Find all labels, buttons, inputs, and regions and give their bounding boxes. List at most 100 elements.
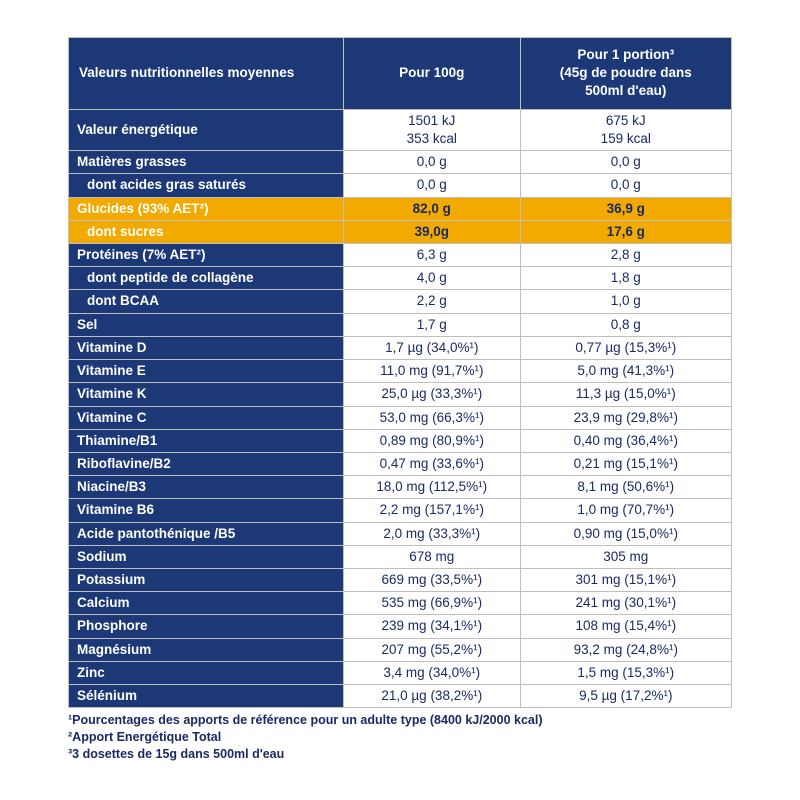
row-label: Thiamine/B1 bbox=[69, 429, 344, 452]
row-label: Riboflavine/B2 bbox=[69, 452, 344, 475]
row-label: Sélénium bbox=[69, 685, 344, 708]
table-row: Sodium678 mg305 mg bbox=[69, 545, 732, 568]
row-value-100g: 669 mg (33,5%¹) bbox=[344, 569, 521, 592]
row-value-100g: 1501 kJ353 kcal bbox=[344, 109, 521, 150]
table-row: dont acides gras saturés0,0 g0,0 g bbox=[69, 174, 732, 197]
table-row: Vitamine E11,0 mg (91,7%¹)5,0 mg (41,3%¹… bbox=[69, 360, 732, 383]
row-value-100g: 18,0 mg (112,5%¹) bbox=[344, 476, 521, 499]
row-value-100g: 53,0 mg (66,3%¹) bbox=[344, 406, 521, 429]
row-value-100g: 0,47 mg (33,6%¹) bbox=[344, 452, 521, 475]
row-value-100g: 207 mg (55,2%¹) bbox=[344, 638, 521, 661]
row-label: Calcium bbox=[69, 592, 344, 615]
col-header-portion-l3: 500ml d'eau) bbox=[585, 83, 666, 98]
row-value-100g: 2,0 mg (33,3%¹) bbox=[344, 522, 521, 545]
row-value-100g: 11,0 mg (91,7%¹) bbox=[344, 360, 521, 383]
row-label: Valeur énergétique bbox=[69, 109, 344, 150]
row-value-portion: 11,3 µg (15,0%¹) bbox=[520, 383, 731, 406]
row-value-100g: 6,3 g bbox=[344, 243, 521, 266]
row-value-100g: 0,89 mg (80,9%¹) bbox=[344, 429, 521, 452]
row-value-portion: 675 kJ159 kcal bbox=[520, 109, 731, 150]
row-label: Magnésium bbox=[69, 638, 344, 661]
row-value-100g: 25,0 µg (33,3%¹) bbox=[344, 383, 521, 406]
row-value-portion: 93,2 mg (24,8%¹) bbox=[520, 638, 731, 661]
table-row: Riboflavine/B20,47 mg (33,6%¹)0,21 mg (1… bbox=[69, 452, 732, 475]
row-label: dont acides gras saturés bbox=[69, 174, 344, 197]
col-header-portion: Pour 1 portion³ (45g de poudre dans 500m… bbox=[520, 38, 731, 110]
row-value-100g: 239 mg (34,1%¹) bbox=[344, 615, 521, 638]
row-label: Vitamine D bbox=[69, 336, 344, 359]
col-header-portion-l1: Pour 1 portion³ bbox=[577, 47, 674, 62]
row-value-100g: 0,0 g bbox=[344, 174, 521, 197]
table-row: Niacine/B318,0 mg (112,5%¹)8,1 mg (50,6%… bbox=[69, 476, 732, 499]
footnote-2: ²Apport Energétique Total bbox=[68, 729, 732, 746]
row-label: Vitamine B6 bbox=[69, 499, 344, 522]
row-value-100g: 2,2 mg (157,1%¹) bbox=[344, 499, 521, 522]
row-value-portion: 108 mg (15,4%¹) bbox=[520, 615, 731, 638]
table-body: Valeur énergétique1501 kJ353 kcal675 kJ1… bbox=[69, 109, 732, 708]
table-row: Calcium535 mg (66,9%¹)241 mg (30,1%¹) bbox=[69, 592, 732, 615]
row-label: Sodium bbox=[69, 545, 344, 568]
table-row: dont peptide de collagène4,0 g1,8 g bbox=[69, 267, 732, 290]
row-label: dont sucres bbox=[69, 220, 344, 243]
table-row: dont BCAA2,2 g1,0 g bbox=[69, 290, 732, 313]
row-value-portion: 1,0 mg (70,7%¹) bbox=[520, 499, 731, 522]
table-row: Thiamine/B10,89 mg (80,9%¹)0,40 mg (36,4… bbox=[69, 429, 732, 452]
footnote-3: ³3 dosettes de 15g dans 500ml d'eau bbox=[68, 746, 732, 763]
table-row: Acide pantothénique /B52,0 mg (33,3%¹)0,… bbox=[69, 522, 732, 545]
row-label: Vitamine E bbox=[69, 360, 344, 383]
row-value-portion: 8,1 mg (50,6%¹) bbox=[520, 476, 731, 499]
row-label: Zinc bbox=[69, 661, 344, 684]
table-header-row: Valeurs nutritionnelles moyennes Pour 10… bbox=[69, 38, 732, 110]
row-label: Glucides (93% AET²) bbox=[69, 197, 344, 220]
row-value-100g: 1,7 g bbox=[344, 313, 521, 336]
row-value-100g: 3,4 mg (34,0%¹) bbox=[344, 661, 521, 684]
row-label: dont BCAA bbox=[69, 290, 344, 313]
table-row: Vitamine C53,0 mg (66,3%¹)23,9 mg (29,8%… bbox=[69, 406, 732, 429]
row-value-portion: 0,8 g bbox=[520, 313, 731, 336]
col-header-portion-l2: (45g de poudre dans bbox=[560, 65, 692, 80]
row-value-portion: 0,90 mg (15,0%¹) bbox=[520, 522, 731, 545]
row-label: Vitamine C bbox=[69, 406, 344, 429]
row-value-portion: 1,8 g bbox=[520, 267, 731, 290]
row-label: Acide pantothénique /B5 bbox=[69, 522, 344, 545]
row-value-portion: 241 mg (30,1%¹) bbox=[520, 592, 731, 615]
row-value-portion: 0,21 mg (15,1%¹) bbox=[520, 452, 731, 475]
table-row: Magnésium207 mg (55,2%¹)93,2 mg (24,8%¹) bbox=[69, 638, 732, 661]
table-row: Zinc3,4 mg (34,0%¹)1,5 mg (15,3%¹) bbox=[69, 661, 732, 684]
col-header-label: Valeurs nutritionnelles moyennes bbox=[69, 38, 344, 110]
row-value-portion: 5,0 mg (41,3%¹) bbox=[520, 360, 731, 383]
nutrition-table-wrap: Valeurs nutritionnelles moyennes Pour 10… bbox=[68, 37, 732, 763]
row-value-portion: 0,40 mg (36,4%¹) bbox=[520, 429, 731, 452]
row-label: Potassium bbox=[69, 569, 344, 592]
row-label: Protéines (7% AET²) bbox=[69, 243, 344, 266]
row-value-100g: 535 mg (66,9%¹) bbox=[344, 592, 521, 615]
nutrition-table: Valeurs nutritionnelles moyennes Pour 10… bbox=[68, 37, 732, 708]
table-row: Glucides (93% AET²)82,0 g36,9 g bbox=[69, 197, 732, 220]
row-value-portion: 1,5 mg (15,3%¹) bbox=[520, 661, 731, 684]
row-value-100g: 39,0g bbox=[344, 220, 521, 243]
row-value-portion: 36,9 g bbox=[520, 197, 731, 220]
table-row: Matières grasses0,0 g0,0 g bbox=[69, 151, 732, 174]
table-row: Vitamine D1,7 µg (34,0%¹)0,77 µg (15,3%¹… bbox=[69, 336, 732, 359]
table-row: Sel1,7 g0,8 g bbox=[69, 313, 732, 336]
row-value-portion: 0,77 µg (15,3%¹) bbox=[520, 336, 731, 359]
row-label: Niacine/B3 bbox=[69, 476, 344, 499]
table-row: Potassium669 mg (33,5%¹)301 mg (15,1%¹) bbox=[69, 569, 732, 592]
row-value-portion: 0,0 g bbox=[520, 151, 731, 174]
row-label: dont peptide de collagène bbox=[69, 267, 344, 290]
row-value-100g: 678 mg bbox=[344, 545, 521, 568]
row-value-100g: 4,0 g bbox=[344, 267, 521, 290]
table-row: Protéines (7% AET²)6,3 g2,8 g bbox=[69, 243, 732, 266]
row-value-portion: 17,6 g bbox=[520, 220, 731, 243]
row-value-portion: 1,0 g bbox=[520, 290, 731, 313]
table-row: Valeur énergétique1501 kJ353 kcal675 kJ1… bbox=[69, 109, 732, 150]
row-value-portion: 9,5 µg (17,2%¹) bbox=[520, 685, 731, 708]
row-label: Vitamine K bbox=[69, 383, 344, 406]
row-value-portion: 301 mg (15,1%¹) bbox=[520, 569, 731, 592]
footnotes: ¹Pourcentages des apports de référence p… bbox=[68, 712, 732, 763]
row-value-100g: 21,0 µg (38,2%¹) bbox=[344, 685, 521, 708]
row-label: Matières grasses bbox=[69, 151, 344, 174]
table-row: Vitamine B62,2 mg (157,1%¹)1,0 mg (70,7%… bbox=[69, 499, 732, 522]
row-value-portion: 2,8 g bbox=[520, 243, 731, 266]
row-value-100g: 1,7 µg (34,0%¹) bbox=[344, 336, 521, 359]
